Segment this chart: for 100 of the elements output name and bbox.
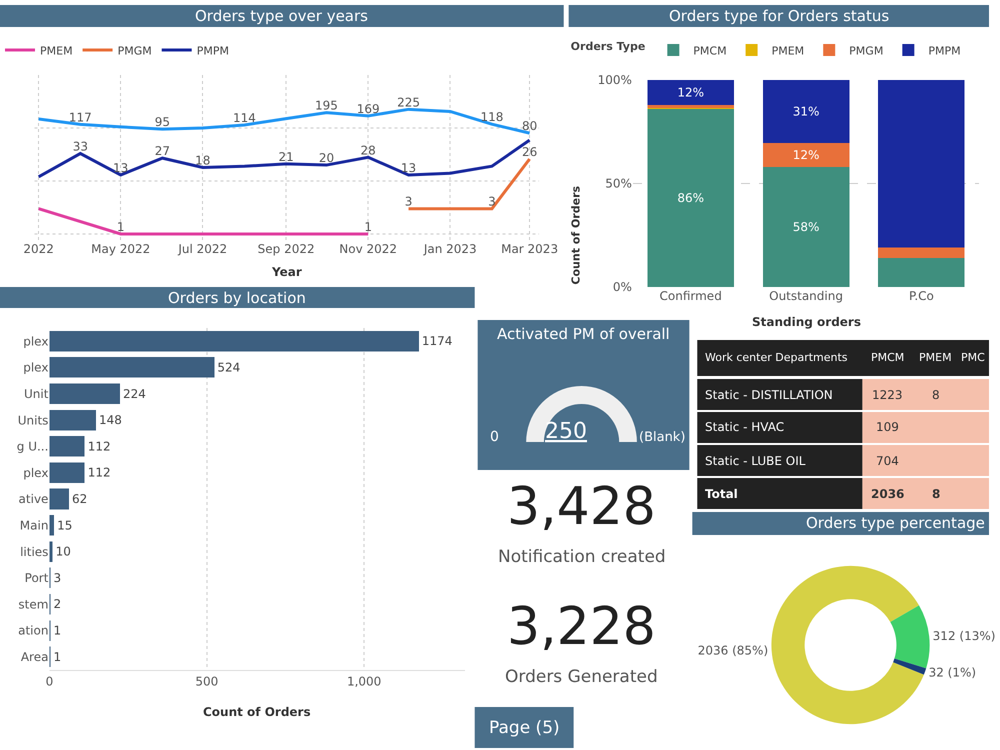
data-label: 118 (480, 110, 504, 124)
y-tick-label: plex (23, 466, 48, 480)
text: 704 (876, 454, 899, 468)
donut-slice (890, 605, 930, 668)
bar (49, 357, 214, 378)
x-axis-title: Count of Orders (203, 705, 311, 719)
x-tick-label: Jan 2023 (422, 242, 477, 256)
data-label: 524 (217, 360, 240, 374)
data-label: 312 (13%) (932, 629, 996, 644)
data-label: 13 (400, 160, 416, 175)
x-tick-label: Jul 2022 (177, 242, 228, 256)
text: 1223 (872, 388, 903, 402)
data-label: 148 (99, 413, 122, 428)
text: (Blank) (639, 430, 686, 445)
bar (49, 515, 54, 536)
text: Static - HVAC (705, 420, 784, 434)
y-tick-label: stem (18, 597, 48, 612)
y-tick-label: g U... (16, 440, 48, 454)
legend-label: PMGM (849, 44, 884, 58)
data-label: 33 (72, 140, 88, 154)
data-label: 86% (677, 190, 704, 205)
legend-label: PMEM (40, 44, 73, 58)
y-tick-label: lities (20, 544, 48, 559)
bar (647, 108, 734, 287)
text: Static - DISTILLATION (705, 388, 833, 402)
text: 8 (932, 388, 940, 402)
bar (878, 80, 965, 248)
bar (762, 166, 850, 287)
x-tick-label: Sep 2022 (258, 242, 315, 256)
text: Total (705, 487, 738, 501)
legend-label: PMGM (118, 44, 152, 58)
data-label: 26 (522, 145, 538, 159)
data-label: 1174 (422, 334, 452, 348)
x-axis-title: Year (271, 265, 302, 279)
donut-slice (893, 658, 926, 675)
data-label: 62 (72, 492, 88, 506)
text: Orders Generated (505, 667, 658, 687)
bar (647, 80, 734, 105)
bar (49, 462, 85, 483)
bar (49, 410, 96, 430)
text: Activated PM of overall (497, 325, 670, 343)
y-tick-label: 0% (612, 280, 632, 294)
text: 8 (932, 487, 940, 501)
bar (49, 330, 419, 352)
text: 3,228 (507, 597, 656, 657)
data-label: 169 (356, 102, 380, 116)
data-label: 58% (792, 220, 820, 234)
legend-label: PMEM (772, 44, 804, 58)
data-label: 21 (278, 150, 294, 164)
bar (878, 248, 965, 258)
data-label: 95 (154, 115, 170, 130)
x-axis-title: Standing orders (752, 315, 861, 329)
data-label: 1 (116, 220, 125, 234)
y-tick-label: Unit (24, 386, 49, 401)
text: 250 (545, 419, 587, 444)
text: Static - LUBE OIL (705, 454, 806, 468)
text: PMCM (871, 351, 904, 364)
y-tick-label: 100% (598, 73, 632, 88)
data-label: 1 (53, 650, 62, 664)
chart-title: Orders type percentage (806, 514, 985, 532)
data-label: 12% (677, 85, 704, 100)
data-label: 114 (232, 110, 256, 125)
y-tick-label: 50% (605, 176, 632, 191)
y-tick-label: ative (18, 492, 48, 506)
text: 3,428 (507, 477, 656, 537)
data-label: 1 (364, 220, 372, 234)
x-tick-label: 0 (46, 674, 54, 688)
data-label: 27 (154, 144, 170, 158)
data-label: 2 (53, 597, 62, 612)
data-label: 20 (318, 151, 334, 166)
x-tick-label: 500 (195, 674, 218, 688)
data-label: 224 (122, 386, 146, 401)
data-label: 3 (488, 194, 496, 209)
bar (49, 541, 53, 562)
y-tick-label: plex (23, 360, 48, 375)
data-label: 195 (315, 98, 338, 113)
data-label: 28 (360, 143, 376, 158)
y-tick-label: ation (18, 624, 48, 638)
chart-title: Orders by location (168, 289, 306, 307)
bar (762, 143, 850, 167)
x-tick-label: P.Co (908, 289, 934, 303)
y-tick-label: Main (20, 518, 48, 533)
chart-title: Orders type over years (195, 7, 368, 25)
data-label: 3 (404, 194, 412, 209)
text: 2036 (871, 487, 904, 501)
text: PMEM (919, 351, 952, 364)
text: 109 (876, 420, 899, 434)
bar (762, 80, 850, 144)
bar (49, 488, 69, 510)
chart-title: Orders type for Orders status (669, 7, 890, 25)
data-label: 2036 (85%) (698, 644, 768, 658)
legend-label: PMPM (196, 44, 229, 58)
data-label: 15 (57, 518, 72, 532)
text: PMC (961, 351, 986, 364)
data-label: 112 (88, 439, 111, 454)
bar (878, 258, 965, 287)
data-label: 1 (53, 624, 62, 638)
bar (49, 384, 120, 404)
donut-slice (772, 566, 924, 724)
text: Work center Departments (705, 351, 848, 364)
